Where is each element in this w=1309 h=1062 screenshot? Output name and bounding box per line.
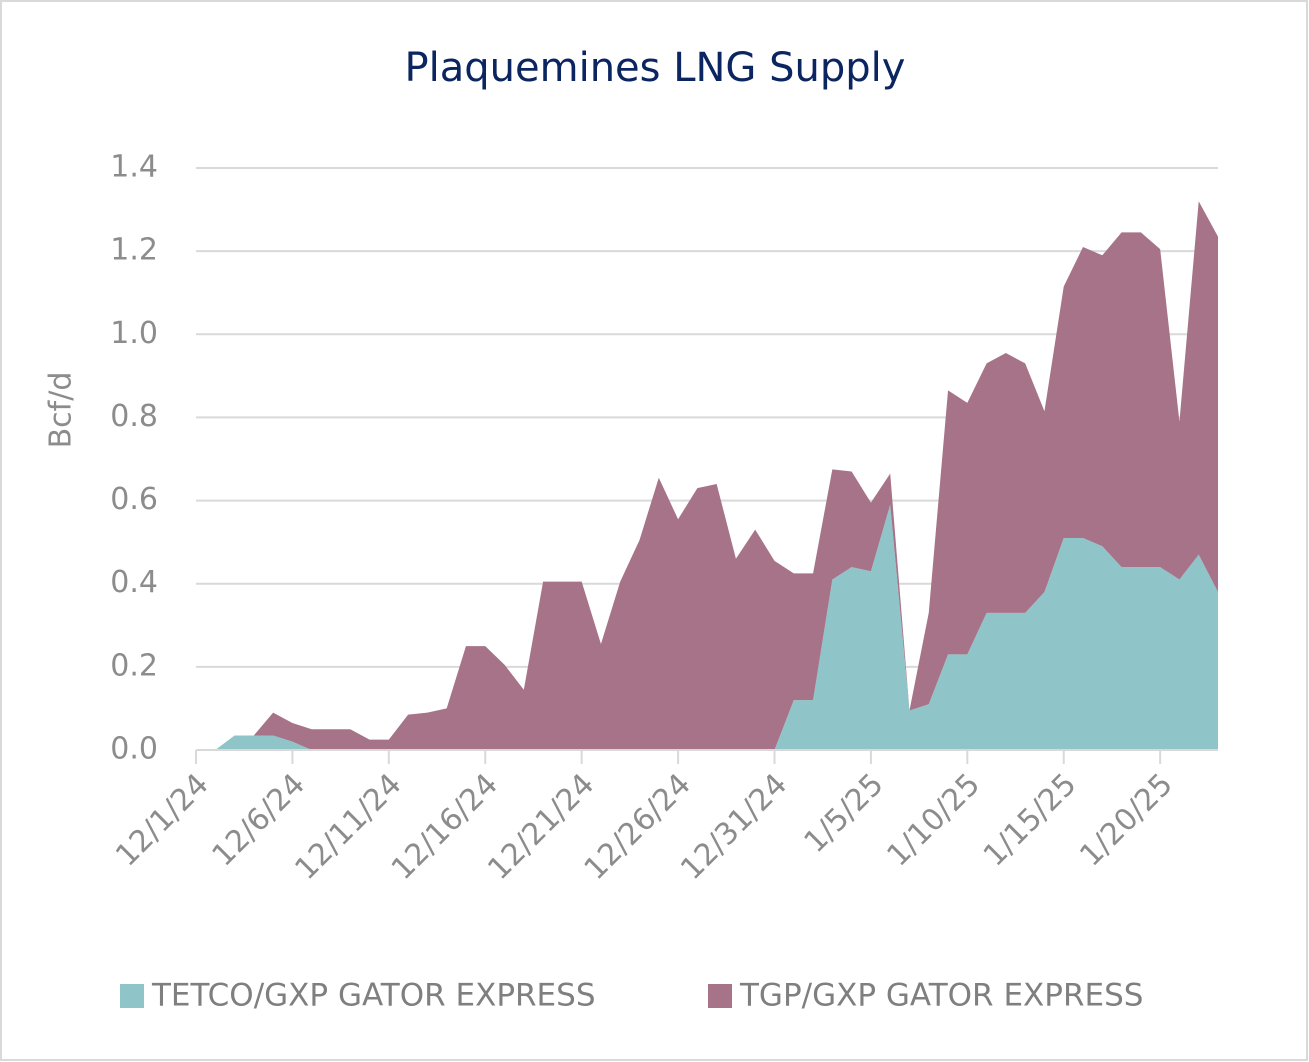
y-tick-label: 0.8 xyxy=(110,399,158,434)
area xyxy=(196,201,1218,750)
y-tick-label: 0.4 xyxy=(110,565,158,600)
chart-title: Plaquemines LNG Supply xyxy=(405,45,906,91)
y-tick-label: 1.2 xyxy=(110,233,158,268)
y-tick-label: 0.0 xyxy=(110,732,158,767)
y-tick-label: 0.6 xyxy=(110,482,158,517)
y-axis-label: Bcf/d xyxy=(44,372,79,449)
legend-swatch xyxy=(708,984,732,1008)
legend-swatch xyxy=(120,984,144,1008)
y-tick-label: 0.2 xyxy=(110,648,158,683)
y-tick-label: 1.0 xyxy=(110,316,158,351)
area xyxy=(196,504,1218,750)
legend-label: TGP/GXP GATOR EXPRESS xyxy=(739,978,1143,1014)
y-tick-label: 1.4 xyxy=(110,150,158,185)
legend-label: TETCO/GXP GATOR EXPRESS xyxy=(151,978,596,1014)
